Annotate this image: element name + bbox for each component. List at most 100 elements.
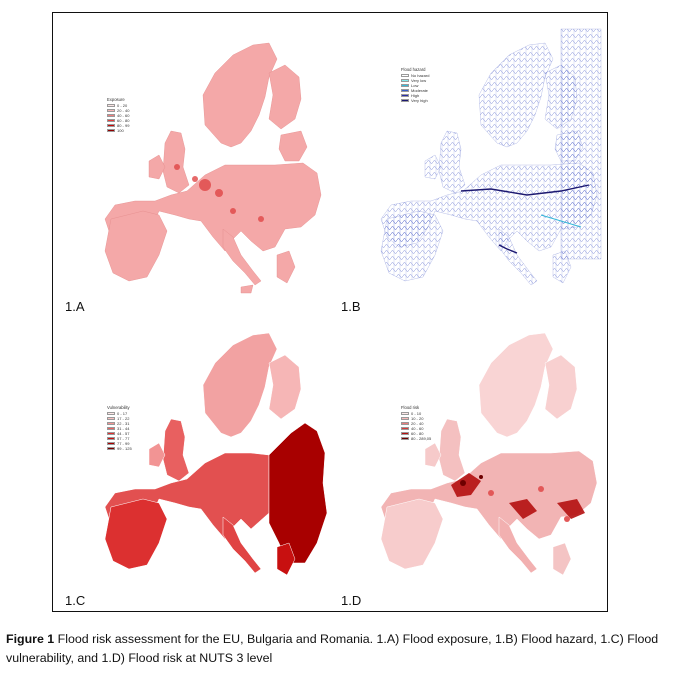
legend-entry: 40 - 60: [107, 113, 129, 118]
figure-caption: Figure 1 Flood risk assessment for the E…: [6, 630, 682, 668]
caption-text: Flood risk assessment for the EU, Bulgar…: [6, 632, 659, 665]
legend-risk: Flood risk 0 - 10 10 - 20 20 - 40 40 - 6…: [401, 405, 431, 441]
legend-label: 20 - 40: [117, 108, 130, 113]
legend-swatch: [401, 73, 409, 78]
legend-label: 31 - 44: [117, 426, 130, 431]
legend-label: 77 - 99: [117, 441, 130, 446]
legend-entry: 17 - 22: [107, 416, 132, 421]
legend-swatch: [401, 416, 409, 421]
legend-entry: 0 - 20: [107, 103, 129, 108]
panel-risk: Flood risk 0 - 10 10 - 20 20 - 40 40 - 6…: [331, 313, 607, 611]
legend-entry: 80 - 99: [107, 123, 129, 128]
legend-swatch: [107, 416, 115, 421]
legend-entry: 40 - 60: [401, 426, 431, 431]
legend-swatch: [107, 426, 115, 431]
legend-swatch: [107, 431, 115, 436]
legend-swatch: [401, 436, 409, 441]
legend-vulnerability: Vulnerability 0 - 17 17 - 22 22 - 31 31 …: [107, 405, 132, 451]
legend-swatch: [401, 88, 409, 93]
legend-entry: 44 - 57: [107, 431, 132, 436]
legend-swatch: [107, 411, 115, 416]
legend-label: 10 - 20: [411, 416, 424, 421]
legend-swatch: [401, 78, 409, 83]
legend-title: Exposure: [107, 97, 125, 102]
legend-label: 100: [117, 128, 124, 133]
legend-label: 57 - 77: [117, 436, 130, 441]
legend-entry: High: [401, 93, 429, 98]
legend-swatch: [107, 421, 115, 426]
map-vulnerability: [104, 332, 328, 576]
legend-label: Very high: [411, 98, 428, 103]
scandinavia: [202, 42, 278, 148]
legend-entry: 10 - 20: [401, 416, 431, 421]
map-risk: [380, 332, 598, 576]
figure-frame: Exposure 0 - 20 20 - 40 40 - 60 60 - 80 …: [52, 12, 608, 612]
legend-swatch: [401, 411, 409, 416]
panel-hazard: Flood hazard No hazard Very low Low Mode…: [331, 15, 607, 313]
legend-label: 20 - 40: [411, 421, 424, 426]
legend-label: 44 - 57: [117, 431, 130, 436]
panel-exposure: Exposure 0 - 20 20 - 40 40 - 60 60 - 80 …: [55, 15, 331, 313]
panel-vulnerability: Vulnerability 0 - 17 17 - 22 22 - 31 31 …: [55, 313, 331, 611]
legend-entry: 0 - 10: [401, 411, 431, 416]
legend-entry: 20 - 40: [401, 421, 431, 426]
legend-swatch: [107, 128, 115, 133]
legend-title: Vulnerability: [107, 405, 130, 410]
legend-label: Moderate: [411, 88, 428, 93]
legend-entry: 99 - 125: [107, 446, 132, 451]
panel-label: 1.A: [65, 299, 85, 313]
legend-entry: 57 - 77: [107, 436, 132, 441]
legend-entry: No hazard: [401, 73, 429, 78]
legend-label: 40 - 60: [117, 113, 130, 118]
map-hazard: [380, 28, 602, 286]
baltics: [278, 130, 308, 162]
legend-label: 60 - 80: [411, 431, 424, 436]
legend-label: 40 - 60: [411, 426, 424, 431]
legend-swatch: [401, 98, 409, 103]
map-exposure: [104, 42, 322, 294]
legend-swatch: [107, 113, 115, 118]
legend-entry: 100: [107, 128, 129, 133]
legend-swatch: [107, 103, 115, 108]
continent: [104, 162, 322, 252]
legend-label: 22 - 31: [117, 421, 130, 426]
legend-entry: 22 - 31: [107, 421, 132, 426]
panel-label: 1.C: [65, 593, 86, 608]
legend-entry: Moderate: [401, 88, 429, 93]
british-isles: [162, 130, 190, 194]
finland: [268, 64, 302, 130]
legend-swatch: [401, 426, 409, 431]
legend-label: Low: [411, 83, 419, 88]
legend-swatch: [107, 441, 115, 446]
legend-label: 17 - 22: [117, 416, 130, 421]
legend-title: Flood risk: [401, 405, 420, 410]
legend-label: High: [411, 93, 420, 98]
legend-entry: Low: [401, 83, 429, 88]
legend-swatch: [107, 123, 115, 128]
legend-swatch: [401, 83, 409, 88]
legend-entry: Very high: [401, 98, 429, 103]
legend-label: No hazard: [411, 73, 430, 78]
legend-entry: 20 - 40: [107, 108, 129, 113]
panel-label: 1.D: [341, 593, 362, 608]
legend-entry: 77 - 99: [107, 441, 132, 446]
iberia: [104, 210, 168, 282]
caption-lead: Figure 1: [6, 632, 55, 646]
legend-label: 99 - 125: [117, 446, 132, 451]
legend-swatch: [401, 93, 409, 98]
legend-label: 80 - 289,05: [411, 436, 432, 441]
legend-entry: 60 - 80: [401, 431, 431, 436]
legend-entry: 60 - 80: [107, 118, 129, 123]
legend-label: Very low: [411, 78, 427, 83]
sicily: [240, 284, 254, 294]
italy: [222, 228, 262, 286]
panel-label: 1.B: [341, 299, 361, 313]
legend-label: 80 - 99: [117, 123, 130, 128]
legend-exposure: Exposure 0 - 20 20 - 40 40 - 60 60 - 80 …: [107, 97, 129, 133]
legend-entry: 80 - 289,05: [401, 436, 431, 441]
legend-swatch: [401, 431, 409, 436]
ireland: [148, 154, 166, 180]
legend-hazard: Flood hazard No hazard Very low Low Mode…: [401, 67, 429, 103]
greece: [276, 250, 296, 284]
legend-entry: 31 - 44: [107, 426, 132, 431]
